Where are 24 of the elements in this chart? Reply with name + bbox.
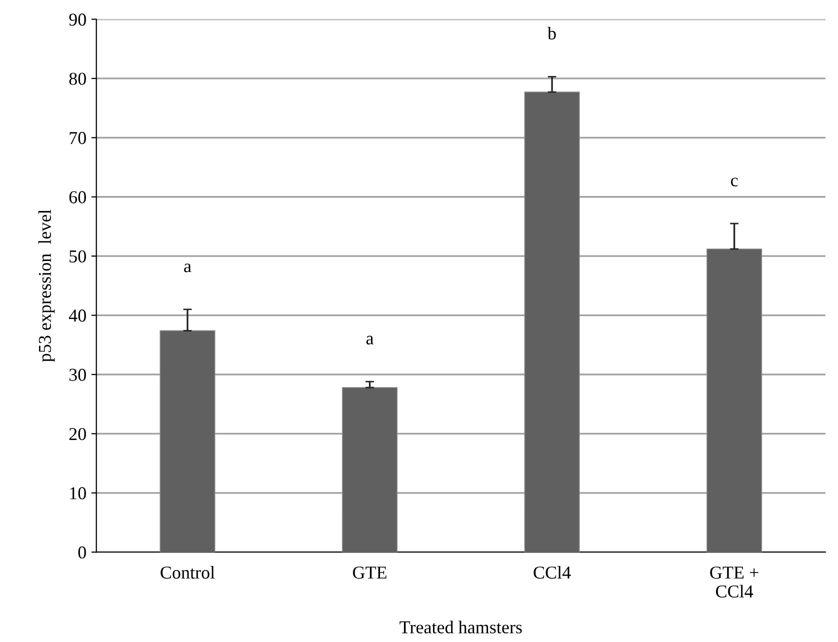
bar (160, 330, 216, 552)
x-tick-label: GTE + CCl4 (710, 566, 758, 598)
y-tick-label: 60 (69, 191, 86, 204)
y-tick-label: 80 (69, 72, 86, 85)
y-axis-title: p53 expression level (38, 210, 55, 362)
y-tick-label: 50 (70, 250, 86, 263)
x-axis-title: Treated hamsters (400, 620, 522, 634)
y-tick-label: 0 (78, 546, 86, 559)
y-tick-label: 90 (69, 14, 86, 26)
bar (342, 387, 398, 552)
y-tick-label: 10 (70, 487, 86, 500)
y-tick-label: 30 (69, 368, 86, 381)
annotation: c (730, 178, 738, 186)
y-tick-label: 40 (68, 310, 86, 322)
x-tick-label: CCl4 (534, 566, 571, 579)
y-tick-label: 20 (69, 428, 86, 440)
annotation: b (548, 26, 556, 40)
x-tick-label: GTE (352, 566, 386, 579)
annotation: a (366, 336, 374, 344)
x-tick-label: Control (160, 566, 215, 579)
y-tick-label: 70 (70, 132, 86, 144)
bar (706, 248, 762, 552)
annotation: a (184, 264, 192, 272)
bar (524, 92, 580, 552)
